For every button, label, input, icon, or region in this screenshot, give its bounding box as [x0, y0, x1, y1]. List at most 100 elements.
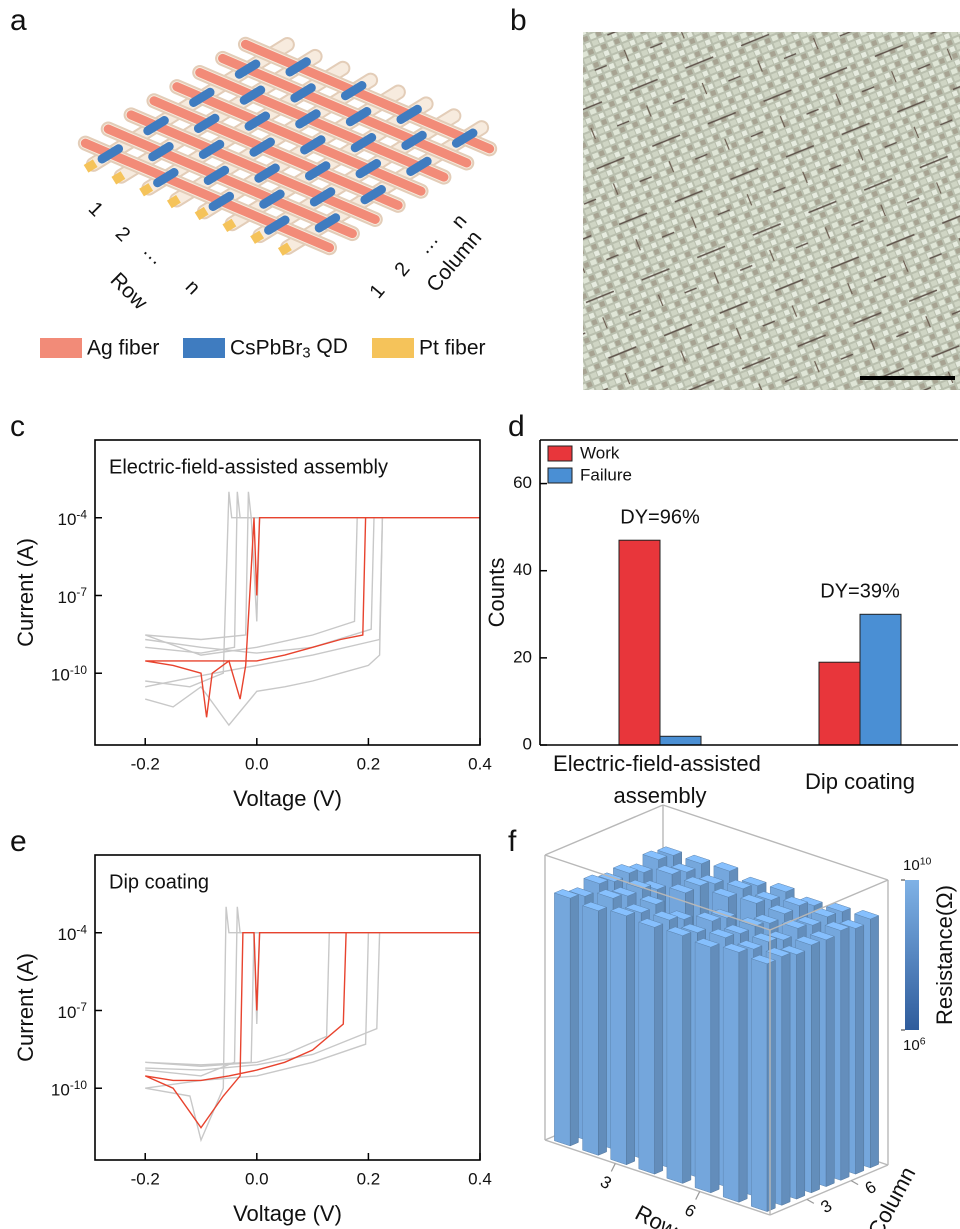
y-tick — [807, 1199, 814, 1203]
figure: a b 12···nRow12···nColumnAg fiberCsPbBr3… — [0, 0, 960, 1229]
bar-side — [598, 907, 606, 1155]
colorbar — [905, 880, 919, 1030]
annotation: Dip coating — [109, 871, 209, 893]
x-axis-title: Row — [631, 1200, 682, 1229]
x-tick-label: 0.2 — [357, 754, 381, 773]
y-tick-label: 60 — [513, 473, 532, 492]
legend-swatch — [372, 338, 414, 358]
fabric-photo — [583, 32, 960, 390]
x-tick-label: Dip coating — [805, 769, 915, 794]
x-axis-title: Voltage (V) — [233, 786, 342, 811]
x-tick-label: 6 — [681, 1200, 699, 1221]
panel-label: f — [508, 825, 517, 858]
weave-illustration — [85, 44, 489, 252]
y-tick-label: 3 — [818, 1196, 836, 1217]
y-tick-label: 10-7 — [58, 1000, 88, 1022]
bar-side — [583, 906, 599, 1156]
bar-side — [826, 936, 834, 1186]
panel-label: a — [10, 4, 27, 37]
iv-curve — [145, 518, 480, 725]
bar-side — [667, 930, 683, 1183]
legend-swatch — [183, 338, 225, 358]
iv-curve — [145, 933, 480, 1067]
y-tick-label: 6 — [862, 1177, 880, 1198]
row-title: Row — [106, 268, 153, 315]
plot-frame — [95, 855, 480, 1160]
iv-curve — [145, 518, 480, 718]
y-tick-label: 10-4 — [58, 508, 88, 530]
x-tick-label: -0.2 — [131, 754, 160, 773]
bar — [860, 614, 901, 745]
bar-side — [751, 959, 767, 1212]
legend-swatch — [548, 446, 572, 461]
row-tick-label: n — [181, 276, 204, 299]
bar-side — [856, 925, 864, 1174]
panel-label: e — [10, 825, 27, 858]
bar-side — [695, 942, 711, 1193]
y-axis-title: Current (A) — [13, 538, 38, 647]
bar — [660, 736, 701, 745]
bar-side — [626, 912, 634, 1164]
bar-side — [841, 927, 849, 1180]
bar-side — [639, 922, 655, 1174]
bar-side — [570, 895, 578, 1146]
legend-label: Failure — [580, 465, 632, 484]
x-tick-label: 0.4 — [468, 754, 492, 773]
pt-stub — [225, 223, 234, 229]
bar-side — [739, 949, 747, 1202]
page: a b 12···nRow12···nColumnAg fiberCsPbBr3… — [0, 0, 960, 1229]
x-axis-title: Voltage (V) — [233, 1201, 342, 1226]
photo-texture — [583, 32, 960, 390]
annotation: Electric-field-assisted assembly — [109, 456, 388, 478]
bar-side — [711, 944, 719, 1193]
pt-stub — [253, 234, 262, 240]
pt-stub — [280, 246, 289, 252]
bar-side — [611, 911, 627, 1165]
column-tick-label: 2 — [390, 258, 414, 281]
bar — [619, 540, 660, 745]
row-tick-label: 1 — [84, 198, 107, 221]
panel-label: c — [10, 410, 25, 443]
bar-side — [782, 953, 790, 1205]
bar-side — [870, 916, 878, 1168]
x-tick-label: 0.0 — [245, 1169, 269, 1188]
y-tick — [851, 1181, 858, 1185]
x-tick-label: 0.4 — [468, 1169, 492, 1188]
pt-stub — [114, 175, 123, 181]
panel-label: b — [510, 4, 527, 37]
x-tick-label: 0.2 — [357, 1169, 381, 1188]
y-tick-label: 40 — [513, 560, 532, 579]
y-tick-label: 10-7 — [58, 585, 88, 607]
bar-side — [767, 960, 775, 1211]
bar — [819, 662, 860, 745]
colorbar-tick-label: 1010 — [903, 855, 932, 874]
colorbar-title: Resistance(Ω) — [932, 885, 957, 1025]
legend-label: CsPbBr3 QD — [230, 335, 348, 362]
x-tick-label: -0.2 — [131, 1169, 160, 1188]
box-edge — [545, 805, 663, 855]
plot-frame — [95, 440, 480, 745]
colorbar-tick-label: 106 — [903, 1035, 926, 1054]
x-tick — [611, 1163, 615, 1171]
panel-label: d — [508, 410, 525, 443]
bar-side — [811, 942, 819, 1193]
annotation: DY=96% — [620, 506, 700, 528]
pt-stub — [197, 211, 206, 217]
bar-side — [723, 947, 739, 1202]
iv-curve — [145, 492, 480, 653]
y-tick-label: 20 — [513, 647, 532, 666]
iv-curve — [145, 492, 480, 655]
y-axis-title: Current (A) — [13, 953, 38, 1062]
iv-curve — [145, 907, 480, 1140]
pt-stub — [169, 199, 178, 205]
x-tick-label: 3 — [597, 1172, 615, 1193]
annotation: DY=39% — [820, 581, 900, 603]
column-tick-label: 1 — [365, 280, 389, 303]
iv-curve — [145, 933, 480, 1128]
x-tick-label: 0.0 — [245, 754, 269, 773]
y-axis-title: Counts — [484, 558, 509, 628]
row-tick-label: ··· — [136, 243, 166, 273]
y-tick-label: 10-4 — [58, 923, 88, 945]
bar-side — [797, 951, 805, 1199]
legend-label: Pt fiber — [419, 337, 486, 360]
